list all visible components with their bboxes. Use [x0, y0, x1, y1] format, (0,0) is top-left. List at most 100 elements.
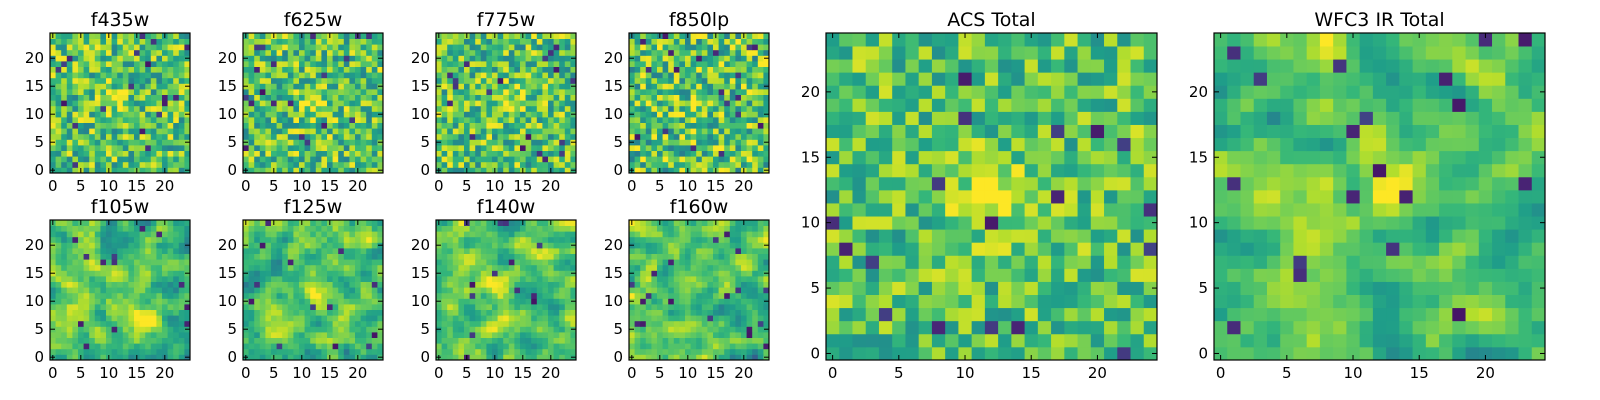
heatmap-cell	[167, 139, 174, 146]
heatmap-cell	[271, 248, 277, 254]
heatmap-cell	[89, 66, 96, 73]
heatmap-cell	[458, 315, 465, 322]
heatmap-cell	[83, 264, 90, 271]
heatmap-cell	[531, 292, 538, 299]
heatmap-cell	[94, 100, 101, 107]
heatmap-cell	[724, 139, 731, 146]
heatmap-cell	[111, 77, 118, 84]
heatmap-cell	[276, 315, 283, 322]
heatmap-cell	[536, 150, 543, 157]
heatmap-cell	[741, 133, 747, 140]
heatmap-cell	[497, 167, 504, 174]
heatmap-cell	[707, 49, 714, 56]
heatmap-cell	[248, 161, 255, 168]
heatmap-cell	[469, 281, 476, 288]
heatmap-cell	[167, 287, 174, 294]
heatmap-cell	[508, 117, 515, 123]
heatmap-cell	[61, 315, 68, 322]
heatmap-cell	[690, 33, 697, 39]
heatmap-cell	[752, 61, 759, 67]
heatmap-cell	[299, 100, 305, 107]
heatmap-cell	[66, 89, 73, 95]
heatmap-cell	[122, 161, 129, 168]
heatmap-cell	[492, 44, 498, 51]
heatmap-cell	[724, 83, 731, 90]
heatmap-cell	[729, 167, 736, 174]
heatmap-cell	[668, 77, 675, 84]
heatmap-cell	[184, 117, 191, 123]
heatmap-cell	[122, 49, 129, 56]
heatmap-cell	[475, 139, 482, 146]
heatmap-cell	[651, 343, 658, 350]
heatmap-cell	[469, 236, 476, 243]
heatmap-cell	[497, 128, 504, 135]
heatmap-cell	[701, 61, 708, 67]
heatmap-cell	[156, 298, 163, 305]
heatmap-cell	[520, 231, 526, 238]
heatmap-cell	[122, 44, 129, 51]
heatmap-cell	[464, 248, 470, 254]
y-tick-label: 20	[25, 236, 44, 254]
heatmap-cell	[327, 276, 333, 282]
heatmap-cell	[458, 264, 465, 271]
heatmap-cell	[332, 236, 339, 243]
heatmap-cell	[668, 44, 675, 51]
heatmap-cell	[735, 128, 742, 135]
heatmap-cell	[321, 354, 328, 361]
heatmap-cell	[111, 145, 118, 151]
heatmap-cell	[735, 354, 742, 361]
heatmap-cell	[564, 150, 571, 157]
heatmap-cell	[276, 242, 283, 249]
heatmap-cell	[78, 315, 84, 322]
heatmap-cell	[701, 55, 708, 62]
heatmap-cell	[55, 150, 62, 157]
heatmap-cell	[570, 281, 577, 288]
heatmap-cell	[436, 343, 442, 350]
heatmap-cell	[271, 332, 277, 338]
heatmap-cell	[525, 287, 532, 294]
heatmap-cell	[452, 44, 459, 51]
heatmap-cell	[701, 156, 708, 163]
heatmap-cell	[184, 161, 191, 168]
heatmap-cell	[514, 55, 521, 62]
x-tick-label: 10	[99, 364, 118, 382]
heatmap-cell	[248, 61, 255, 67]
heatmap-cell	[729, 77, 736, 84]
heatmap-cell	[447, 225, 454, 232]
heatmap-cell	[111, 72, 118, 79]
heatmap-cell	[497, 122, 504, 129]
heatmap-cell	[50, 133, 56, 140]
heatmap-cell	[360, 287, 367, 294]
heatmap-cell	[282, 253, 289, 260]
heatmap-cell	[525, 105, 532, 112]
heatmap-cell	[66, 156, 73, 163]
heatmap-cell	[106, 77, 112, 84]
heatmap-cell	[486, 61, 493, 67]
heatmap-cell	[536, 100, 543, 107]
heatmap-cell	[61, 270, 68, 277]
heatmap-cell	[741, 150, 747, 157]
heatmap-cell	[542, 139, 549, 146]
heatmap-cell	[713, 326, 719, 333]
heatmap-cell	[173, 259, 180, 266]
heatmap-cell	[310, 83, 317, 90]
heatmap-cell	[690, 77, 697, 84]
heatmap-cell	[679, 55, 686, 62]
heatmap-cell	[371, 326, 378, 333]
heatmap-cell	[265, 49, 272, 56]
heatmap-cell	[61, 77, 68, 84]
heatmap-cell	[629, 304, 635, 310]
heatmap-cell	[111, 100, 118, 107]
heatmap-cell	[66, 145, 73, 151]
heatmap-cell	[55, 225, 62, 232]
heatmap-cell	[486, 348, 493, 355]
heatmap-cell	[377, 236, 384, 243]
heatmap-cell	[72, 83, 79, 90]
heatmap-cell	[492, 100, 498, 107]
heatmap-cell	[570, 236, 577, 243]
heatmap-cell	[673, 156, 680, 163]
heatmap-cell	[542, 89, 549, 95]
heatmap-cell	[436, 61, 442, 67]
heatmap-cell	[492, 117, 498, 123]
heatmap-cell	[55, 55, 62, 62]
